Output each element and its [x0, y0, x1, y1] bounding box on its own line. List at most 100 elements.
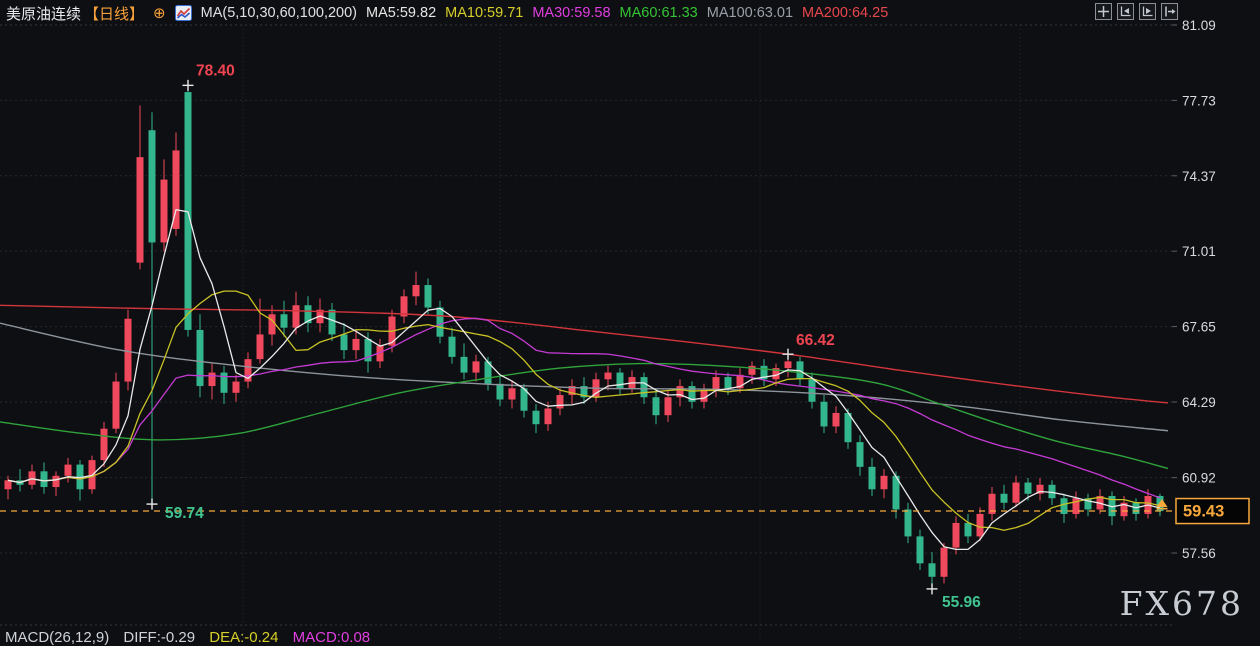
period-selector[interactable]: 【日线】 [84, 5, 145, 23]
y-axis-label: 77.73 [1182, 93, 1216, 108]
ma-lines-layer [0, 209, 1169, 551]
current-price-arrow-base [1156, 507, 1168, 510]
candle-body [928, 563, 936, 577]
candle [532, 403, 540, 434]
candle-body [352, 338, 360, 351]
candle-body [832, 412, 840, 427]
extreme-marker-59.74: 59.74 [146, 498, 204, 522]
scroll-to-end-icon[interactable] [1161, 3, 1178, 20]
candle [52, 471, 60, 497]
candle-body [520, 388, 528, 411]
candle-body [400, 296, 408, 317]
candle-body [544, 408, 552, 425]
candle [832, 406, 840, 434]
ma-line-ma100 [0, 322, 1169, 432]
macd-value-readout: MACD:0.08 [292, 629, 371, 646]
candle-body [184, 92, 192, 330]
current-price-box [1175, 497, 1250, 525]
candle [616, 368, 624, 396]
candle [628, 370, 636, 393]
candle [172, 132, 180, 236]
candle [844, 408, 852, 449]
annotations-layer: 78.40 66.42 59.74 55.96 [146, 62, 981, 611]
extreme-price-label: 66.42 [796, 332, 835, 349]
candle [424, 278, 432, 315]
candle-body [244, 359, 252, 382]
candle [496, 374, 504, 407]
candle-body [736, 374, 744, 389]
candle [412, 271, 420, 306]
pan-move-icon[interactable] [1095, 3, 1112, 20]
candle-body [664, 397, 672, 416]
candle [220, 365, 228, 404]
candle [820, 395, 828, 434]
candle-body [496, 383, 504, 400]
candle-body [436, 307, 444, 337]
candle-body [52, 475, 60, 488]
ma60-readout: MA60:61.33 [619, 5, 698, 21]
candle [928, 552, 936, 589]
candle-body [1084, 498, 1092, 510]
candle [328, 303, 336, 342]
macd-pane-header: MACD(26,12,9) DIFF:-0.29 DEA:-0.24 MACD:… [5, 629, 380, 646]
candle-body [448, 336, 456, 357]
candle-body [40, 471, 48, 488]
macd-params-label: MACD(26,12,9) [5, 629, 110, 646]
candle-body [676, 386, 684, 398]
ma-line-ma10 [7, 290, 1161, 531]
play-forward-icon[interactable] [1139, 3, 1156, 20]
candle-body [328, 309, 336, 335]
chart-header: 美原油连续 【日线】 ⊕ MA(5,10,30,60,100,200) MA5:5… [6, 2, 888, 24]
candle-body [964, 522, 972, 537]
candle-body [952, 522, 960, 548]
candle-body [868, 466, 876, 490]
candle [676, 379, 684, 407]
candle-body [256, 334, 264, 360]
candle [160, 159, 168, 252]
candle-body [820, 401, 828, 427]
candle-body [280, 314, 288, 328]
candle [760, 359, 768, 387]
candle-body [940, 547, 948, 577]
candle [952, 516, 960, 555]
candle [988, 487, 996, 521]
gridlines [0, 24, 1172, 640]
candle-body [172, 150, 180, 229]
y-axis-label: 81.09 [1182, 18, 1216, 33]
candle [400, 289, 408, 324]
current-price-layer: 59.43 [0, 497, 1250, 525]
candle [1036, 478, 1044, 501]
candle-body [1060, 498, 1068, 514]
ma200-readout: MA200:64.25 [802, 5, 889, 21]
candle-body [604, 372, 612, 380]
macd-dea-readout: DEA:-0.24 [209, 629, 279, 646]
candle [904, 502, 912, 544]
candles-layer [4, 85, 1164, 589]
candle-body [760, 365, 768, 380]
candle [736, 368, 744, 393]
add-indicator-icon[interactable]: ⊕ [153, 4, 166, 22]
candle [1084, 493, 1092, 517]
candle-body [376, 345, 384, 362]
candle [1000, 484, 1008, 510]
candle [196, 314, 204, 398]
candle [292, 291, 300, 335]
scroll-to-start-icon[interactable] [1117, 3, 1134, 20]
candle-body [460, 356, 468, 373]
chart-style-icon[interactable] [174, 5, 192, 21]
candle [1012, 475, 1020, 508]
candle-body [772, 368, 780, 380]
fx678-watermark: FX678 [1119, 584, 1244, 623]
candle-body [580, 386, 588, 398]
candle [76, 460, 84, 501]
candle [64, 457, 72, 483]
candle [1108, 491, 1116, 526]
candle-body [64, 464, 72, 476]
ma-line-ma200 [0, 304, 1169, 404]
candle-body [784, 361, 792, 369]
candle [748, 361, 756, 384]
candle-body [1024, 482, 1032, 494]
candle [700, 383, 708, 409]
candle-body [136, 157, 144, 263]
